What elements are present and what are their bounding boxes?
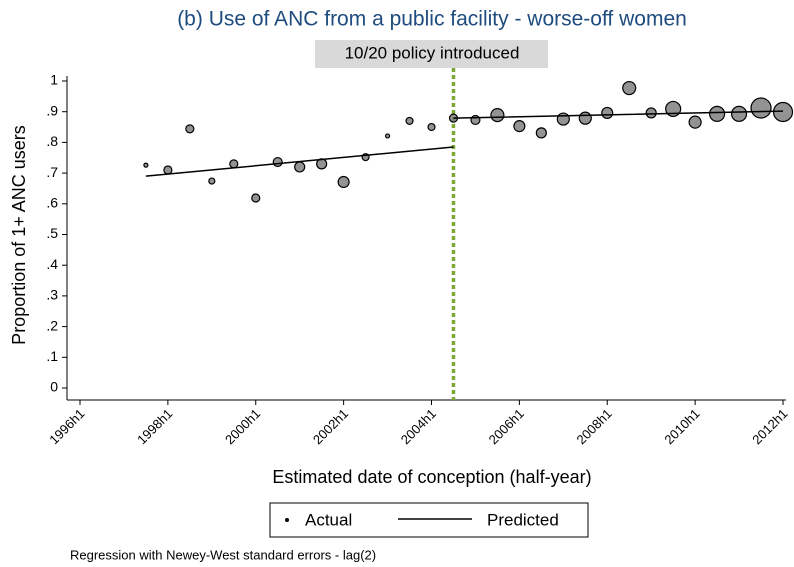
chart-title: (b) Use of ANC from a public facility - … [177,8,687,31]
bubble [730,105,748,122]
bubble [772,101,794,123]
bubble [427,122,436,132]
legend-label: Actual [305,510,352,529]
y-tick-label: .3 [46,287,58,303]
bubble [709,105,726,122]
bubble [601,106,614,120]
bubble [185,124,195,134]
bubble [163,165,173,175]
bubble [578,111,592,125]
y-tick-label: .6 [46,195,58,211]
bubble [645,107,657,119]
bubble [688,115,702,129]
bubble [294,161,306,173]
bubble [622,80,637,96]
bubble [229,159,239,169]
bubble [535,127,547,139]
annotation-box [315,40,548,68]
y-tick-label: .2 [46,317,58,333]
note: Regression with Newey-West standard erro… [70,547,376,562]
legend-marker [285,518,289,522]
x-axis-label: Estimated date of conception (half-year) [272,467,591,487]
bubble [384,133,391,139]
bubble [490,107,505,123]
bubble [513,120,526,133]
y-axis-label: Proportion of 1+ ANC users [9,125,29,345]
y-tick-label: .4 [46,256,58,272]
bubble [405,116,414,125]
y-tick-label: 0 [50,379,58,395]
bubble [143,162,149,168]
bubble [251,193,261,203]
y-tick-label: 1 [50,72,58,88]
fit-line [145,110,784,177]
legend-box [269,502,589,538]
annotation: 10/20 policy introduced [345,43,520,62]
y-tick-label: .9 [46,102,58,118]
y-tick-label: .8 [46,133,58,149]
bubble [470,114,481,126]
bubble [337,175,350,189]
legend-label: Predicted [487,510,559,529]
bubble [750,97,772,119]
bubble [556,112,570,126]
y-tick-label: .5 [46,225,58,241]
bubble [208,177,216,185]
y-tick-label: .1 [46,348,58,364]
y-tick-label: .7 [46,164,58,180]
bubble [272,156,283,168]
